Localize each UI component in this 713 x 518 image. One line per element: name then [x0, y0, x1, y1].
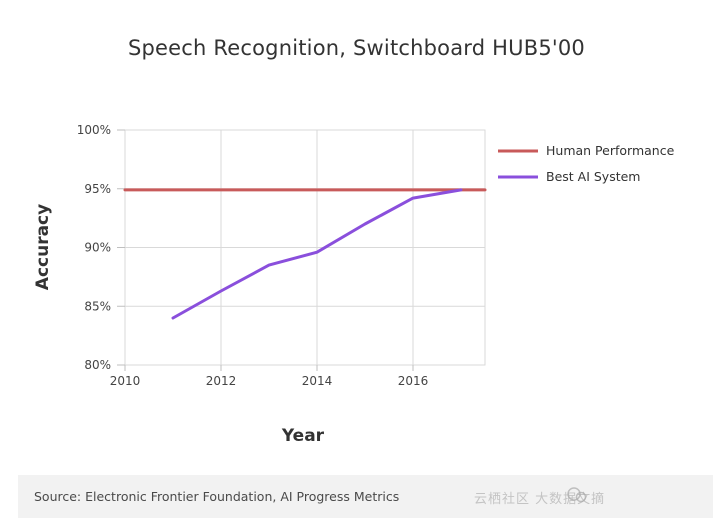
grid-layer	[124, 129, 486, 366]
source-note: Source: Electronic Frontier Foundation, …	[34, 489, 400, 504]
tick-layer: 80% 85% 90% 95% 100% 2010 2012 2014 2016	[77, 123, 429, 388]
y-tick-label: 100%	[77, 123, 111, 137]
y-tick-label: 95%	[84, 182, 111, 196]
y-tick-label: 90%	[84, 241, 111, 255]
legend: Human Performance Best AI System	[498, 143, 675, 184]
legend-label-ai: Best AI System	[546, 169, 640, 184]
watermark-logo-icon	[567, 487, 587, 503]
y-tick-label: 80%	[84, 358, 111, 372]
series-layer	[123, 188, 487, 320]
y-axis-title: Accuracy	[33, 204, 53, 290]
legend-label-human: Human Performance	[546, 143, 675, 158]
x-tick-label: 2010	[110, 374, 141, 388]
footer-bar: Source: Electronic Frontier Foundation, …	[18, 475, 713, 518]
watermark: 云栖社区 大数据文摘	[474, 492, 606, 507]
x-tick-label: 2014	[302, 374, 333, 388]
x-axis-title: Year	[281, 426, 325, 446]
y-tick-label: 85%	[84, 299, 111, 313]
chart-canvas: 80% 85% 90% 95% 100% 2010 2012 2014 2016 Year Ac…	[33, 123, 675, 446]
x-tick-label: 2016	[398, 374, 429, 388]
x-tick-label: 2012	[206, 374, 237, 388]
chart-title: Speech Recognition, Switchboard HUB5'00	[127, 36, 585, 60]
